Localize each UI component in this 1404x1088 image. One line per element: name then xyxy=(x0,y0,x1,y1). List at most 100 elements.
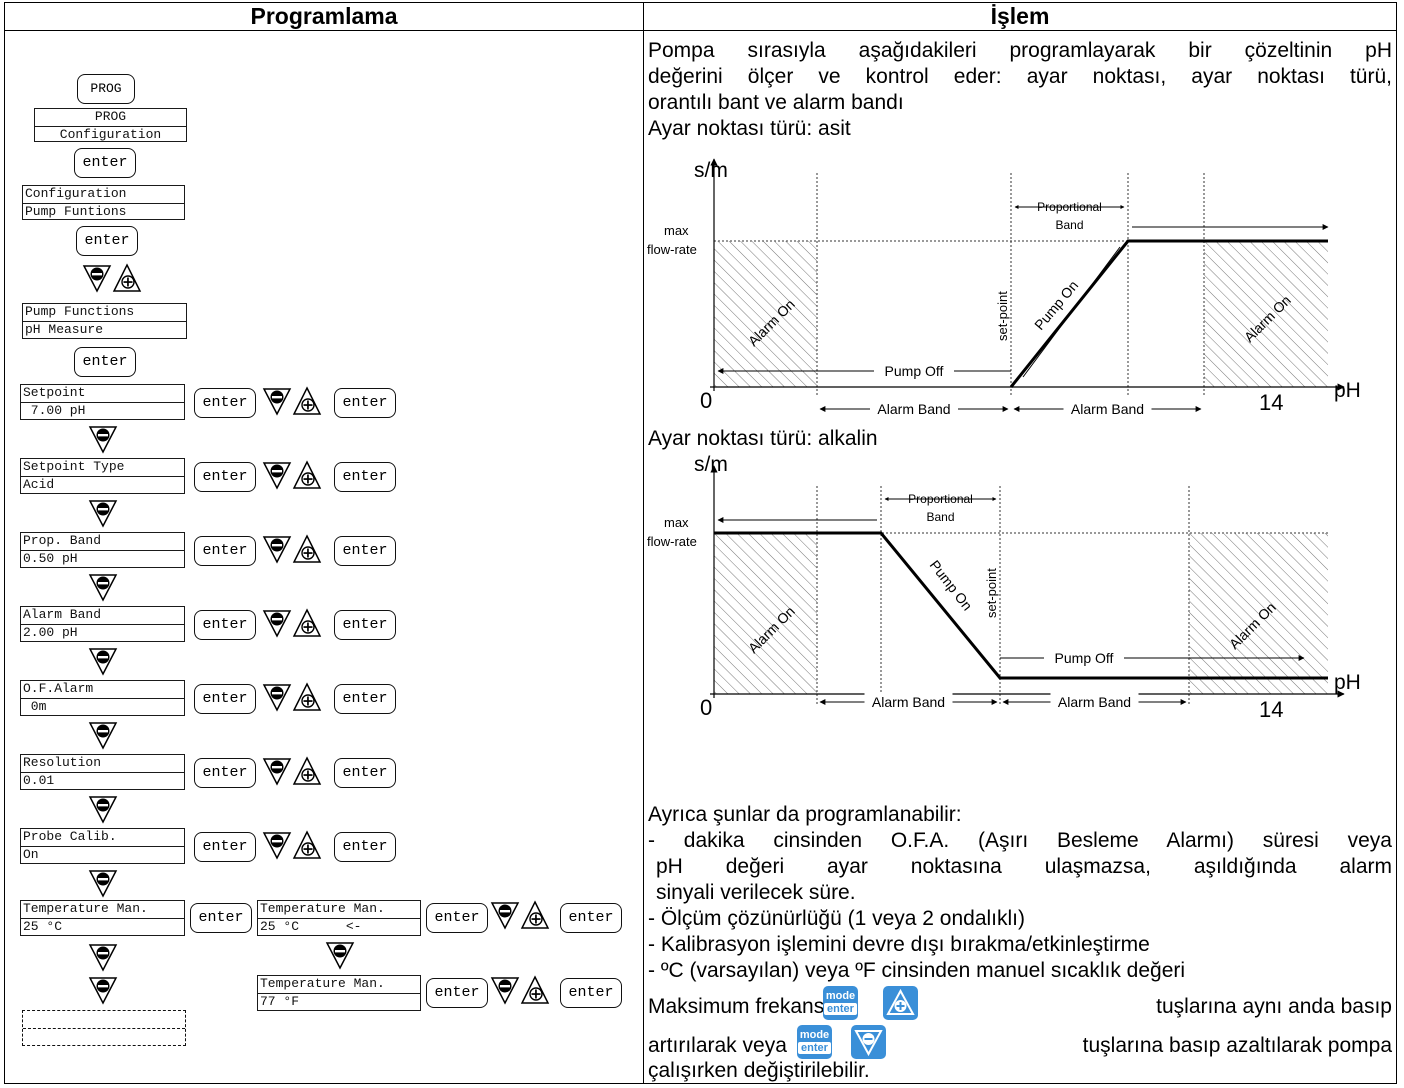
enter-button[interactable]: enter xyxy=(560,978,622,1008)
enter-button[interactable]: enter xyxy=(334,758,396,788)
lcd-line-2: 2.00 pH xyxy=(21,624,184,641)
lcd-line-1: Pump Functions xyxy=(25,304,135,319)
enter-button[interactable]: enter xyxy=(190,903,252,933)
max-label: max xyxy=(664,223,689,238)
mode-enter-key-icon: mode enter xyxy=(797,1025,832,1059)
lcd-line-1: Alarm Band xyxy=(23,607,102,622)
lcd-placeholder-divider xyxy=(23,1028,185,1029)
table-border-right xyxy=(1396,2,1397,1084)
lcd-param: Probe Calib. On xyxy=(20,828,185,864)
enter-button[interactable]: enter xyxy=(426,978,488,1008)
enter-button[interactable]: enter xyxy=(334,610,396,640)
lcd-param: Setpoint Type Acid xyxy=(20,458,185,494)
bullet-line-2: pH değeri ayar noktasına ulaşmazsa, aşıl… xyxy=(656,855,1392,878)
lcd-param: Setpoint 7.00 pH xyxy=(20,384,185,420)
alarm-band-label: Alarm Band xyxy=(1071,401,1144,417)
dosing-curve xyxy=(1009,239,1328,388)
tick-zero: 0 xyxy=(700,388,712,413)
acid-title: Ayar noktası türü: asit xyxy=(648,117,851,140)
lcd-param: Prop. Band 0.50 pH xyxy=(20,532,185,568)
lcd-line-2: 0m xyxy=(21,698,184,715)
lcd-line-2: 25 °C xyxy=(21,918,184,935)
pump-off-label: Pump Off xyxy=(885,363,944,379)
lcd-param: O.F.Alarm 0m xyxy=(20,680,185,716)
header-programlama: Programlama xyxy=(250,3,398,29)
offset-line xyxy=(890,544,995,673)
lcd-line-2: 0.01 xyxy=(21,772,184,789)
enter-button[interactable]: enter xyxy=(334,462,396,492)
enter-button[interactable]: enter xyxy=(560,903,622,933)
lcd-param: Resolution 0.01 xyxy=(20,754,185,790)
enter-button[interactable]: enter xyxy=(194,684,256,714)
alarm-area-right xyxy=(1189,533,1328,694)
enter-button[interactable]: enter xyxy=(74,347,136,377)
x-axis-label: pH xyxy=(1334,379,1361,402)
enter-button[interactable]: enter xyxy=(194,758,256,788)
pump-on-label: Pump On xyxy=(927,557,976,613)
enter-button[interactable]: enter xyxy=(194,832,256,862)
lcd-temperature-edit: Temperature Man. 25 °C <- xyxy=(257,900,421,936)
enter-button[interactable]: enter xyxy=(194,388,256,418)
lcd-line-2: On xyxy=(21,846,184,863)
alarm-band-bg xyxy=(1063,400,1152,418)
lcd-line-2: pH Measure xyxy=(23,321,186,338)
lcd-param: Alarm Band 2.00 pH xyxy=(20,606,185,642)
freq-line-2b: tuşlarına basıp azaltılarak pompa xyxy=(1082,1034,1392,1057)
enter-button[interactable]: enter xyxy=(76,226,138,256)
pump-off-bg xyxy=(874,362,954,380)
enter-button[interactable]: enter xyxy=(194,610,256,640)
header-islem: İşlem xyxy=(990,3,1050,29)
pump-off-label: Pump Off xyxy=(1055,650,1114,666)
alarm-band-label: Alarm Band xyxy=(877,401,950,417)
lcd-line-2: Pump Funtions xyxy=(23,203,184,220)
freq-line-2a: artırılarak veya xyxy=(648,1034,787,1057)
lcd-line-1: PROG xyxy=(94,109,127,124)
lcd-line-1: Probe Calib. xyxy=(23,829,117,844)
column-divider xyxy=(643,2,644,1084)
freq-line-1a: Maksimum frekans, xyxy=(648,995,831,1018)
tick-fourteen: 14 xyxy=(1259,697,1283,722)
lcd-line-1: Prop. Band xyxy=(23,533,102,548)
enter-button[interactable]: enter xyxy=(334,536,396,566)
lcd-line-1: Setpoint Type xyxy=(23,459,125,474)
bullet-line-5: - Kalibrasyon işlemini devre dışı bırakm… xyxy=(648,933,1150,956)
enter-button[interactable]: enter xyxy=(426,903,488,933)
alarm-band-label: Alarm Band xyxy=(1058,694,1131,710)
lcd-line-1: Temperature Man. xyxy=(260,901,385,916)
lcd-line-1: O.F.Alarm xyxy=(23,681,94,696)
max-label: max xyxy=(664,515,689,530)
lcd-line-1: Temperature Man. xyxy=(23,901,148,916)
minus-key-icon xyxy=(851,1025,886,1059)
key-enter-label: enter xyxy=(798,1042,831,1054)
enter-button[interactable]: enter xyxy=(74,148,136,178)
lcd-pump-functions: Pump Functions pH Measure xyxy=(22,303,187,339)
intro-line-3: orantılı bant ve alarm bandı xyxy=(648,91,904,114)
lcd-line-2: Configuration xyxy=(35,126,186,143)
lcd-line-2: 77 °F xyxy=(258,993,420,1010)
alarm-band-bg xyxy=(870,400,958,418)
enter-button[interactable]: enter xyxy=(334,832,396,862)
tick-zero: 0 xyxy=(700,695,712,720)
enter-button[interactable]: enter xyxy=(334,388,396,418)
prog-button[interactable]: PROG xyxy=(77,74,135,104)
offset-line xyxy=(1022,246,1121,378)
lcd-placeholder xyxy=(22,1010,186,1046)
enter-button[interactable]: enter xyxy=(194,536,256,566)
alkaline-title: Ayar noktası türü: alkalin xyxy=(648,427,878,450)
lcd-configuration: Configuration Pump Funtions xyxy=(22,185,185,220)
enter-button[interactable]: enter xyxy=(194,462,256,492)
enter-button[interactable]: enter xyxy=(334,684,396,714)
freq-line-1b: tuşlarına aynı anda basıp xyxy=(1156,995,1392,1018)
lcd-line-1: Resolution xyxy=(23,755,102,770)
header-divider xyxy=(4,30,1397,31)
alarm-area-right xyxy=(1204,241,1328,387)
prop-band-label-1: Proportional xyxy=(908,492,973,506)
alarm-band-bg xyxy=(864,693,953,711)
setpoint-label: set-point xyxy=(984,568,999,618)
prop-band-label-1: Proportional xyxy=(1037,200,1102,214)
freq-line-3: çalışırken değiştirilebilir. xyxy=(648,1059,870,1082)
setpoint-label: set-point xyxy=(995,291,1010,341)
lcd-line-1: Setpoint xyxy=(23,385,86,400)
